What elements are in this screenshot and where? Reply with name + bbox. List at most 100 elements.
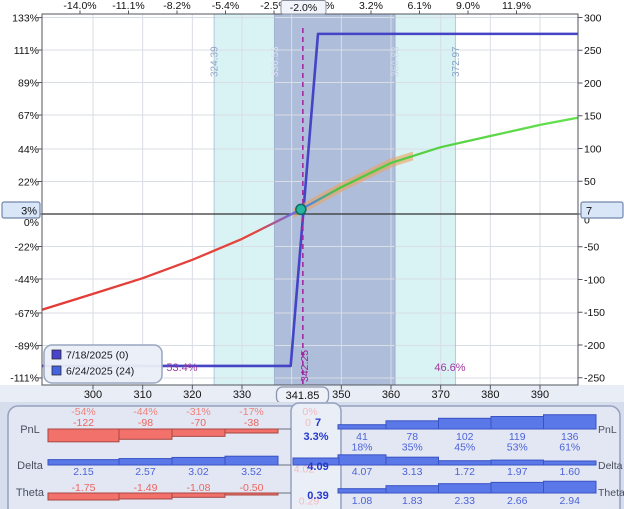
probability-below-label: 53.4% [166,362,197,374]
pnl-center-pct: 3.3% [303,431,328,443]
delta-right-value: 1.97 [507,466,528,478]
bottom-axis-tick-label: 370 [431,389,449,401]
right-axis-tick-label: -150 [584,307,605,319]
bottom-axis-tick-label: 320 [183,389,201,401]
theta-bar-positive [337,488,387,494]
right-axis-tick-label: -200 [584,340,605,352]
range-label: 324.39 [210,46,221,77]
row-label-right-theta: Theta [598,487,624,499]
legend-item-0[interactable]: 7/18/2025 (0) [51,349,128,362]
legend-item-1[interactable]: 6/24/2025 (24) [51,365,134,378]
top-current-percent-box[interactable] [280,0,327,15]
pnl-right-pct: 18% [351,442,372,454]
row-label-left-pnl: PnL [20,424,40,436]
left-axis-tick-label: -44% [14,274,39,286]
payoff-chart[interactable]: 324.39 336.53 360.83 372.97 342.25 53.4% 46.6%… [0,0,624,402]
right-axis-tick-label: -100 [584,274,605,286]
delta-bar [118,458,173,466]
right-axis-tick-label: 100 [584,143,602,155]
legend-swatch [51,349,62,360]
right-axis-tick-label: 150 [584,111,602,123]
theta-right-value: 2.66 [507,495,528,507]
theta-left-value: -1.08 [187,482,211,494]
pnl-right-pct: 61% [559,442,580,454]
left-axis-tick-label: 44% [18,144,39,156]
pnl-bar-positive [337,424,387,430]
pnl-left-pct: -17% [239,406,264,418]
right-axis-tick-label: -250 [584,373,605,385]
pnl-right-value: 78 [406,431,418,443]
theta-right-value: 1.83 [402,495,423,507]
left-axis-tick-label: 22% [18,176,39,188]
delta-right-value: 1.60 [560,466,581,478]
theta-bar-positive [385,485,439,494]
delta-bar [337,454,387,466]
theta-left-value: -0.50 [240,482,264,494]
top-axis-tick-label: 11.9% [502,0,531,12]
delta-bar [543,460,597,466]
expiration-payoff-line [42,32,578,368]
left-current-percent-box[interactable] [1,201,41,219]
theta-bar-positive [490,481,544,494]
delta-bar [438,460,492,466]
theta-right-value: 1.08 [352,495,373,507]
bottom-axis-tick-label: 360 [382,389,400,401]
pnl-center-ghost-value: 0 [305,417,311,429]
top-axis-tick-label: 3.2% [359,0,383,12]
delta-center-value: 4.09 [307,461,328,473]
delta-bar [47,459,120,466]
current-price-box[interactable] [275,386,330,402]
theta-bar-positive [438,483,492,494]
legend-swatch [51,365,62,376]
pnl-bar-positive [385,420,439,430]
right-axis-tick-label: 250 [584,45,602,57]
right-axis-tick-label: 50 [584,176,596,188]
pnl-right-value: 41 [356,431,368,443]
top-current-percent-value: -2.0% [290,2,317,14]
delta-right-value: 3.13 [402,466,423,478]
current-price-value: 341.85 [286,390,320,402]
right-current-value: 7 [586,206,592,218]
range-label: 372.97 [451,46,462,77]
theta-left-value: -1.49 [134,482,158,494]
pnl-right-pct: 35% [402,442,423,454]
pnl-center-ghost-pct: 0% [302,406,317,418]
delta-bar [490,459,544,466]
pnl-left-value: -70 [191,417,206,429]
theta-right-value: 2.33 [455,495,476,507]
gridlines [42,14,578,385]
left-axis-tick-label: -22% [14,241,39,253]
left-axis-tick-label: 89% [18,77,39,89]
top-axis-tick-label: -5.4% [212,0,239,12]
top-axis-tick-label: 6.1% [408,0,432,12]
left-axis-tick-label: 0% [24,217,39,229]
theta-right-value: 2.94 [560,495,581,507]
right-axis-tick-label: 0 [584,215,590,227]
delta-right-value: 4.07 [352,466,373,478]
right-axis-tick-label: 300 [584,12,602,24]
top-axis-tick-label: -8.2% [163,0,190,12]
probability-above-label: 46.6% [434,362,465,374]
theta-center-ghost: 0.29 [299,496,320,508]
pnl-bar-positive [543,414,597,430]
delta-left-value: 2.57 [135,466,156,478]
pnl-right-pct: 45% [454,442,475,454]
legend-label: 6/24/2025 (24) [66,366,134,378]
top-axis-tick-label: -14.0% [63,0,96,12]
delta-left-value: 3.02 [188,466,209,478]
left-axis-tick-label: 67% [18,110,39,122]
pnl-left-pct: -44% [133,406,158,418]
theta-center-value: 0.39 [307,490,328,502]
delta-left-value: 2.15 [73,466,94,478]
theta-left-value: -1.75 [72,482,96,494]
right-current-value-box[interactable] [580,201,624,219]
pnl-right-value: 119 [509,431,526,443]
bottom-axis-tick-label: 330 [233,389,251,401]
bottom-axis-tick-label: 390 [531,389,549,401]
left-axis-tick-label: 111% [14,45,39,57]
theta-bar-negative [224,492,279,496]
row-label-left-theta: Theta [16,487,45,499]
pnl-right-value: 136 [561,431,579,443]
